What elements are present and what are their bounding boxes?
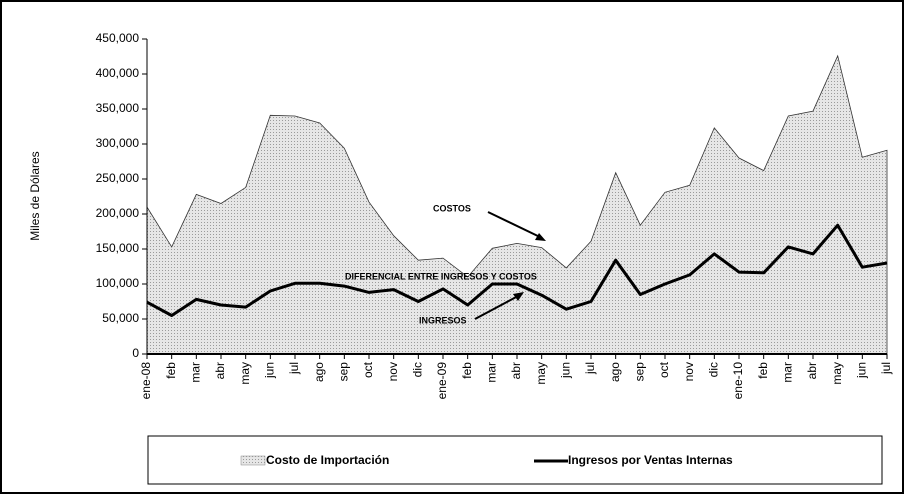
x-tick-label: feb [460, 362, 474, 379]
annotation: COSTOS [433, 203, 471, 213]
annotation: DIFERENCIAL ENTRE INGRESOS Y COSTOS [345, 271, 537, 281]
x-tick-label: mar [485, 362, 499, 383]
x-tick-label: sep [633, 362, 647, 382]
line [146, 223, 888, 317]
legend-label: Ingresos por Ventas Internas [568, 453, 733, 467]
y-tick-label: 0 [132, 346, 139, 360]
x-tick-label: ago [608, 362, 622, 382]
y-tick-label: 150,000 [96, 241, 140, 255]
y-tick-label: 50,000 [102, 311, 139, 325]
x-tick-label: may [830, 362, 844, 385]
x-tick-label: jul [287, 362, 301, 375]
plot-area: 0 50,000 100,000 150,000 200,000 250,000 300,0… [96, 31, 894, 399]
x-tick-label: feb [756, 362, 770, 379]
annotation-arrow [487, 211, 543, 239]
x-tick-label: jul [879, 362, 893, 375]
legend [147, 435, 883, 485]
x-tick-label: jul [583, 362, 597, 375]
area [146, 54, 888, 355]
x-tick-label: feb [164, 362, 178, 379]
x-tick-label: ago [312, 362, 326, 382]
y-tick-label: 350,000 [96, 101, 140, 115]
x-tick-label: abr [509, 362, 523, 379]
legend-swatch [240, 455, 266, 466]
x-tick-label: mar [781, 362, 795, 383]
x-tick-label: ene-10 [731, 362, 745, 400]
annotation-arrow [474, 294, 521, 320]
y-tick-label: 200,000 [96, 206, 140, 220]
x-tick-label: sep [337, 362, 351, 382]
annotation: INGRESOS [419, 315, 467, 325]
x-tick-label: dic [411, 362, 425, 377]
x-tick-label: oct [361, 361, 375, 378]
x-tick-label: jun [855, 362, 869, 379]
legend-label: Costo de Importación [266, 453, 389, 467]
x-tick-label: ene-08 [139, 362, 153, 400]
y-tick-label: 300,000 [96, 136, 140, 150]
x-tick-label: abr [213, 362, 227, 379]
annotation-arrow-head [513, 292, 524, 301]
x-tick-label: mar [189, 362, 203, 383]
x-tick-label: may [534, 362, 548, 385]
y-axis-label: Miles de Dólares [28, 151, 42, 240]
x-tick-label: jun [263, 362, 277, 379]
x-tick-label: dic [707, 362, 721, 377]
x-tick-label: jun [559, 362, 573, 379]
y-tick-label: 400,000 [96, 66, 140, 80]
x-tick-label: abr [805, 362, 819, 379]
x-tick-label: nov [386, 362, 400, 381]
x-tick-label: oct [657, 361, 671, 378]
annotation-arrow-head [535, 233, 546, 241]
y-tick-label: 250,000 [96, 171, 140, 185]
y-tick-label: 100,000 [96, 276, 140, 290]
y-tick-label: 450,000 [96, 31, 140, 45]
x-tick-label: ene-09 [435, 362, 449, 400]
x-tick-label: may [238, 362, 252, 385]
x-tick-label: nov [682, 362, 696, 381]
